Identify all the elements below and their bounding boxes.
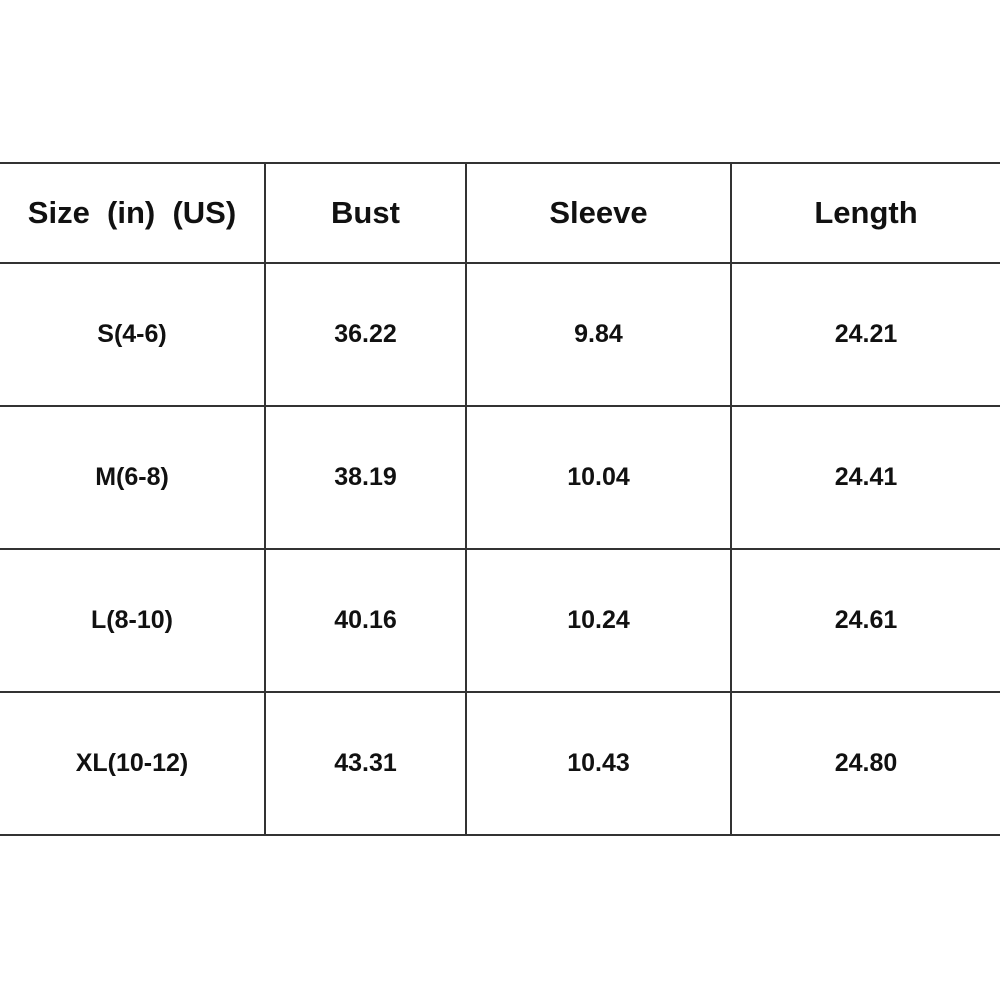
table-row: XL(10-12) 43.31 10.43 24.80: [0, 691, 1000, 836]
table-cell: 36.22: [264, 262, 467, 407]
table-body: S(4-6) 36.22 9.84 24.21 M(6-8) 38.19 10.04 24.4…: [0, 262, 1000, 836]
table-cell: 24.21: [730, 262, 1000, 407]
table-row: L(8-10) 40.16 10.24 24.61: [0, 548, 1000, 693]
header-cell: Bust: [264, 162, 467, 264]
table-row: S(4-6) 36.22 9.84 24.21: [0, 262, 1000, 407]
size-table: Size (in) (US) Bust Sleeve Length S(4-6) 36.…: [0, 162, 1000, 836]
table-cell: 24.41: [730, 405, 1000, 550]
table-cell: 43.31: [264, 691, 467, 836]
table-row: M(6-8) 38.19 10.04 24.41: [0, 405, 1000, 550]
table-cell: 9.84: [465, 262, 732, 407]
table-cell: XL(10-12): [0, 691, 266, 836]
table-cell: 10.24: [465, 548, 732, 693]
table-cell: 10.04: [465, 405, 732, 550]
table-cell: 24.61: [730, 548, 1000, 693]
table-cell: M(6-8): [0, 405, 266, 550]
table-cell: 10.43: [465, 691, 732, 836]
table-cell: 38.19: [264, 405, 467, 550]
header-row: Size (in) (US) Bust Sleeve Length: [0, 162, 1000, 264]
table-header: Size (in) (US) Bust Sleeve Length: [0, 162, 1000, 264]
table-cell: 40.16: [264, 548, 467, 693]
header-cell: Length: [730, 162, 1000, 264]
header-cell: Sleeve: [465, 162, 732, 264]
table-cell: S(4-6): [0, 262, 266, 407]
header-cell: Size (in) (US): [0, 162, 266, 264]
table-cell: L(8-10): [0, 548, 266, 693]
table-cell: 24.80: [730, 691, 1000, 836]
